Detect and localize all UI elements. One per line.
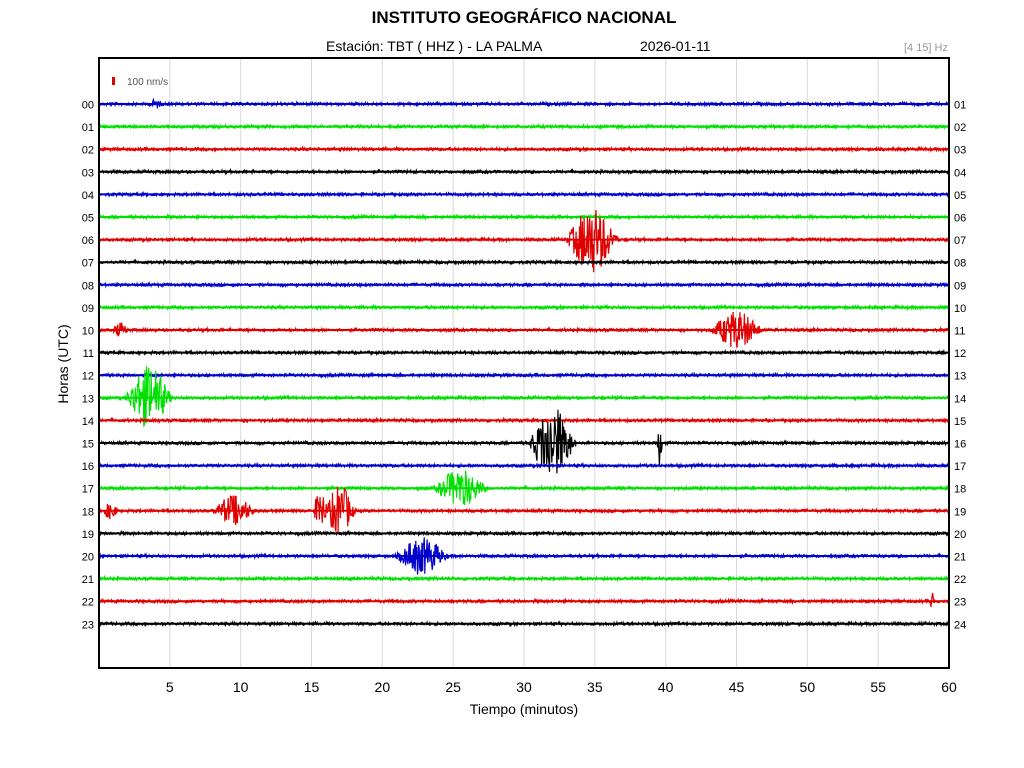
hour-label-right: 14 (954, 393, 966, 405)
hour-label-left: 18 (82, 506, 94, 518)
hour-label-right: 18 (954, 484, 966, 496)
hour-label-right: 04 (954, 167, 966, 179)
x-tick-label: 20 (375, 679, 391, 695)
plot-frame (98, 57, 950, 669)
hour-label-left: 12 (82, 371, 94, 383)
hour-label-right: 08 (954, 258, 966, 270)
hour-label-right: 02 (954, 122, 966, 134)
hour-label-left: 10 (82, 326, 94, 338)
hour-label-right: 12 (954, 348, 966, 360)
y-axis-label: Horas (UTC) (55, 324, 71, 403)
filter-band-label: [4 15] Hz (903, 42, 948, 54)
labels: 5 10 15 20 25 30 35 40 45 50 55 60 00 01 01 02 02 03 03 04 0… (82, 100, 967, 696)
scale-label: 100 nm/s (127, 77, 168, 88)
hour-label-right: 03 (954, 145, 966, 157)
x-tick-label: 45 (729, 679, 745, 695)
hour-label-left: 21 (82, 574, 94, 586)
hour-label-left: 11 (83, 348, 94, 360)
x-tick-label: 10 (233, 679, 249, 695)
hour-label-right: 05 (954, 190, 966, 202)
hour-label-left: 09 (82, 303, 94, 315)
hour-label-left: 23 (82, 619, 94, 631)
hour-label-right: 22 (954, 574, 966, 586)
x-tick-label: 30 (516, 679, 532, 695)
chart-title: INSTITUTO GEOGRÁFICO NACIONAL (371, 8, 677, 27)
hour-label-left: 16 (82, 461, 94, 473)
hour-label-left: 22 (82, 597, 94, 609)
hour-label-right: 06 (954, 213, 966, 225)
x-tick-label: 60 (941, 679, 957, 695)
hour-label-right: 13 (954, 371, 966, 383)
scale-indicator: 100 nm/s (112, 77, 168, 88)
x-tick-label: 35 (587, 679, 603, 695)
hour-label-left: 20 (82, 552, 94, 564)
hour-label-right: 20 (954, 529, 966, 541)
hour-label-right: 24 (954, 619, 966, 631)
hour-label-right: 17 (954, 461, 966, 473)
traces (98, 97, 950, 628)
hour-label-right: 11 (954, 326, 965, 338)
x-tick-label: 55 (870, 679, 886, 695)
hour-label-left: 15 (82, 439, 94, 451)
grid (169, 58, 879, 668)
hour-label-left: 03 (82, 167, 94, 179)
hour-label-left: 02 (82, 145, 94, 157)
hour-label-right: 15 (954, 416, 966, 428)
scale-bar (112, 77, 115, 85)
hour-label-right: 21 (954, 552, 966, 564)
hour-label-right: 19 (954, 506, 966, 518)
x-tick-label: 25 (445, 679, 461, 695)
x-tick-label: 50 (800, 679, 816, 695)
station-label: Estación: TBT ( HHZ ) - LA PALMA (326, 38, 543, 54)
hour-label-right: 16 (954, 439, 966, 451)
hour-label-left: 13 (82, 393, 94, 405)
x-axis-label: Tiempo (minutos) (470, 701, 578, 717)
hour-label-left: 08 (82, 280, 94, 292)
hour-label-left: 01 (82, 122, 94, 134)
hour-label-left: 17 (82, 484, 94, 496)
x-tick-label: 5 (166, 679, 174, 695)
hour-label-right: 07 (954, 235, 966, 247)
hour-label-left: 05 (82, 213, 94, 225)
hour-label-left: 07 (82, 258, 94, 270)
hour-label-right: 09 (954, 280, 966, 292)
date-label: 2026-01-11 (640, 38, 711, 54)
x-tick-label: 15 (304, 679, 320, 695)
hour-label-right: 23 (954, 597, 966, 609)
hour-label-left: 06 (82, 235, 94, 247)
hour-label-right: 01 (954, 100, 966, 112)
hour-label-left: 19 (82, 529, 94, 541)
hour-label-right: 10 (954, 303, 966, 315)
hour-label-left: 00 (82, 100, 94, 112)
hour-label-left: 04 (82, 190, 94, 202)
hour-label-left: 14 (82, 416, 94, 428)
x-tick-label: 40 (658, 679, 674, 695)
